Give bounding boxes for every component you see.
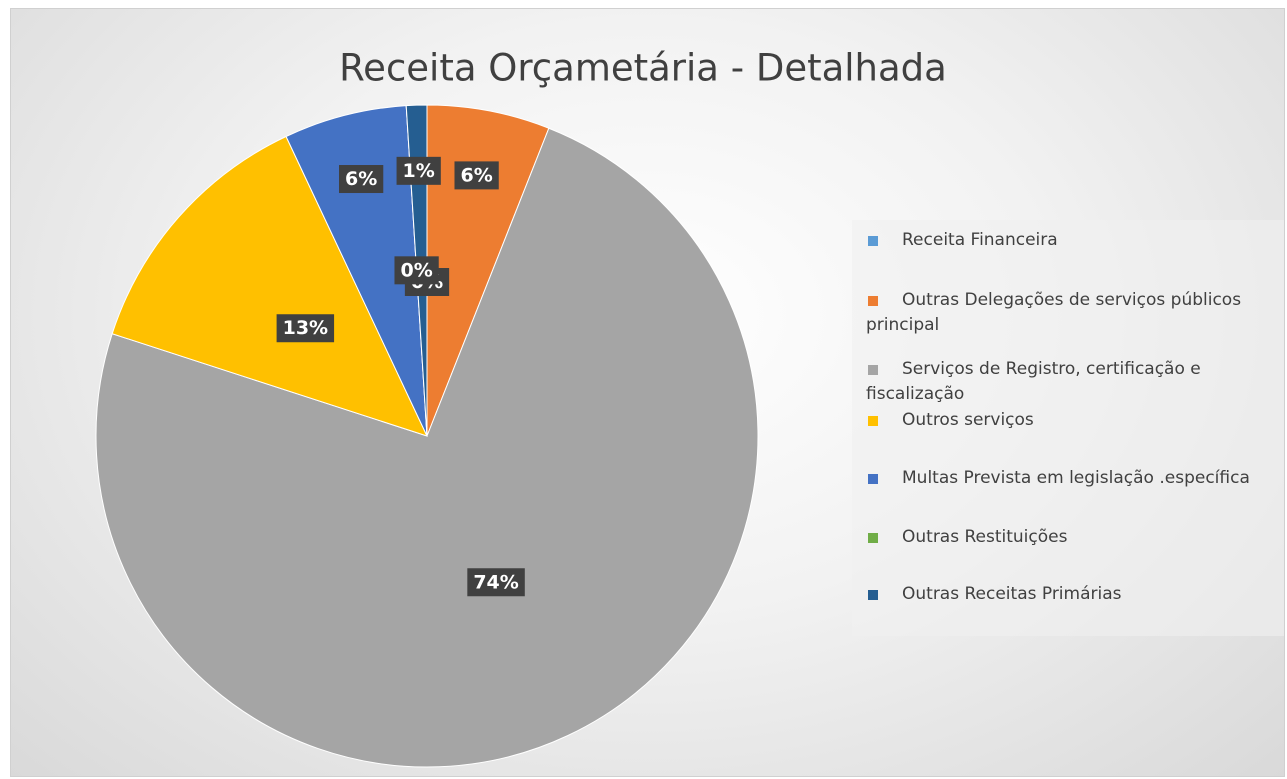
- data-label-box: [454, 161, 499, 190]
- data-label: 1%: [396, 156, 441, 185]
- legend-swatch: [868, 474, 878, 484]
- legend-label: Outros serviços: [902, 410, 1034, 430]
- legend-entry: Outras Receitas Primárias: [866, 582, 1276, 607]
- legend-label: Outras Receitas Primárias: [902, 584, 1122, 604]
- pie-slice: [285, 105, 428, 437]
- data-label-box: [339, 165, 384, 194]
- legend-label: Receita Financeira: [902, 230, 1058, 250]
- data-label-box: [467, 568, 525, 597]
- data-label: 74%: [467, 568, 525, 597]
- legend-entry: Outros serviços: [866, 408, 1276, 433]
- pie-slice: [95, 127, 759, 768]
- data-label: 0%: [394, 256, 439, 285]
- legend-swatch: [868, 236, 878, 246]
- legend-swatch: [868, 416, 878, 426]
- data-label-box: [396, 156, 441, 185]
- data-label-box: [394, 256, 439, 285]
- data-label-text: 0%: [400, 259, 432, 281]
- legend-label: Outras Delegações de serviços públicos p…: [866, 290, 1242, 335]
- legend-swatch: [868, 590, 878, 600]
- data-label: 6%: [454, 161, 499, 190]
- legend-swatch: [868, 533, 878, 543]
- data-label-text: 74%: [473, 571, 518, 593]
- data-label-text: 1%: [403, 160, 435, 182]
- legend-entry: Serviços de Registro, certificação e fis…: [866, 357, 1276, 407]
- legend-label: Outras Restituições: [902, 527, 1068, 547]
- legend: Receita Financeira Outras Delegações de s…: [852, 220, 1284, 636]
- legend-swatch: [868, 365, 878, 375]
- data-label-text: 6%: [460, 164, 492, 186]
- legend-label: Multas Prevista em legislação .específic…: [902, 468, 1250, 488]
- data-label-text: 6%: [345, 168, 377, 190]
- data-label-text: 13%: [283, 317, 328, 339]
- data-label: 6%: [339, 165, 384, 194]
- pie-slice: [111, 135, 428, 437]
- legend-entry: Outras Delegações de serviços públicos p…: [866, 288, 1276, 338]
- legend-label: Serviços de Registro, certificação e fis…: [866, 359, 1201, 404]
- legend-swatch: [868, 296, 878, 306]
- chart-title: Receita Orçametária - Detalhada: [339, 47, 947, 90]
- data-label-box: [276, 314, 335, 343]
- legend-entry: Receita Financeira: [866, 228, 1276, 253]
- legend-entry: Outras Restituições: [866, 525, 1276, 550]
- data-label: 13%: [276, 314, 335, 343]
- legend-entry: Multas Prevista em legislação .específic…: [866, 466, 1276, 491]
